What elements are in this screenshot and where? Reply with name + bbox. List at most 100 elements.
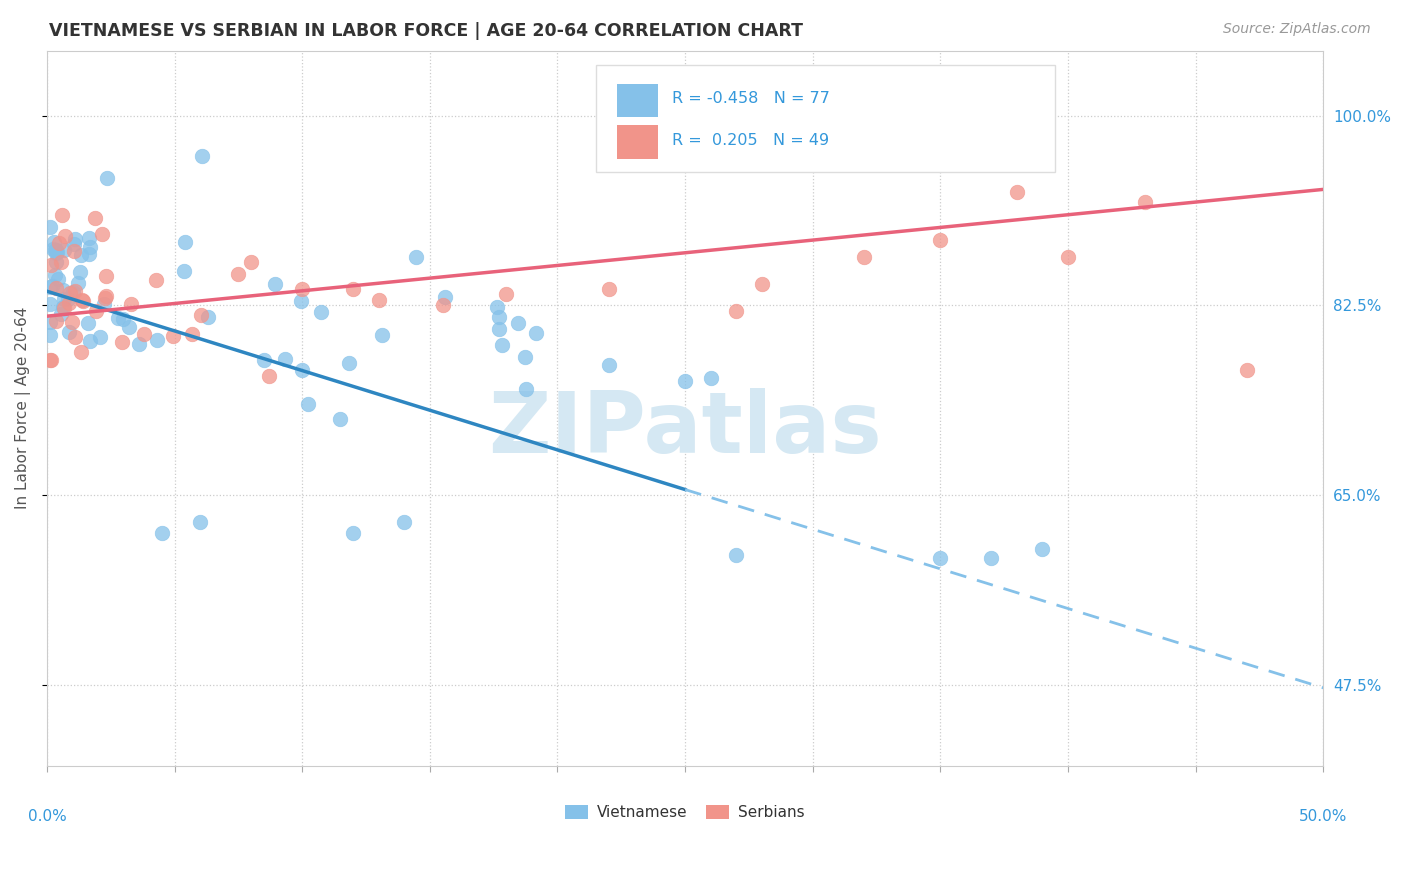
Point [1005, 185, 1028, 199]
Point [673, 374, 696, 388]
Point [58, 325, 80, 339]
Point [699, 371, 721, 385]
Point [45, 314, 67, 328]
Point [180, 326, 202, 341]
Point [70, 293, 93, 308]
Point [291, 363, 314, 377]
Point [513, 350, 536, 364]
Point [94, 289, 117, 303]
Text: VIETNAMESE VS SERBIAN IN LABOR FORCE | AGE 20-64 CORRELATION CHART: VIETNAMESE VS SERBIAN IN LABOR FORCE | A… [49, 22, 803, 40]
Point [1057, 250, 1080, 264]
Point [77, 231, 100, 245]
Point [60, 315, 83, 329]
Point [432, 298, 454, 312]
Legend: Vietnamese, Serbians: Vietnamese, Serbians [560, 799, 811, 826]
Point [44, 268, 66, 283]
Point [42, 235, 65, 249]
Text: Source: ZipAtlas.com: Source: ZipAtlas.com [1223, 22, 1371, 37]
Point [188, 515, 211, 529]
Point [342, 525, 364, 540]
Point [96, 171, 118, 186]
Point [111, 335, 134, 350]
Point [46, 271, 69, 285]
Point [52, 292, 75, 306]
Point [150, 525, 173, 540]
Point [434, 289, 457, 303]
Point [725, 303, 748, 318]
Point [751, 277, 773, 291]
Point [290, 294, 312, 309]
Point [79, 240, 101, 254]
Point [77, 316, 100, 330]
Point [929, 550, 952, 565]
Point [725, 548, 748, 562]
Point [52, 301, 75, 315]
Point [46, 245, 69, 260]
Point [70, 344, 93, 359]
Point [44, 244, 66, 258]
Point [93, 297, 115, 311]
Point [118, 319, 141, 334]
Point [41, 279, 63, 293]
Point [120, 297, 142, 311]
Bar [617, 84, 658, 117]
Point [107, 310, 129, 325]
Text: R =  0.205   N = 49: R = 0.205 N = 49 [672, 133, 830, 147]
Point [1236, 363, 1258, 377]
Point [79, 334, 101, 348]
Point [488, 310, 510, 324]
Text: 0.0%: 0.0% [28, 809, 66, 824]
Point [191, 149, 214, 163]
Point [39, 353, 62, 368]
Point [1031, 542, 1053, 557]
Point [146, 334, 169, 348]
Point [1133, 195, 1156, 210]
Point [52, 243, 75, 257]
Point [291, 282, 314, 296]
Point [371, 327, 394, 342]
Text: ZIPatlas: ZIPatlas [488, 388, 882, 471]
Point [488, 321, 510, 335]
Point [197, 310, 219, 324]
Point [77, 247, 100, 261]
Point [70, 248, 93, 262]
Point [53, 228, 76, 243]
Point [491, 337, 513, 351]
Point [405, 250, 427, 264]
Point [62, 285, 84, 299]
Point [63, 232, 86, 246]
Point [48, 235, 70, 250]
Point [486, 300, 509, 314]
Point [38, 315, 60, 329]
Point [852, 250, 875, 264]
Point [94, 291, 117, 305]
Point [145, 273, 167, 287]
Point [515, 382, 537, 396]
FancyBboxPatch shape [596, 65, 1056, 172]
Point [367, 293, 389, 307]
Point [59, 286, 82, 301]
Point [38, 297, 60, 311]
Point [174, 235, 197, 250]
Point [598, 282, 620, 296]
Point [84, 304, 107, 318]
Point [337, 356, 360, 370]
Point [128, 336, 150, 351]
Point [329, 412, 352, 426]
Point [342, 282, 364, 296]
Point [39, 352, 62, 367]
Point [524, 326, 547, 341]
Point [72, 293, 94, 308]
Point [132, 327, 155, 342]
Point [226, 267, 249, 281]
Point [274, 352, 297, 367]
Point [45, 254, 67, 268]
Point [96, 268, 118, 283]
Point [62, 237, 84, 252]
Point [45, 246, 67, 260]
Point [38, 279, 60, 293]
Point [508, 317, 530, 331]
Point [495, 286, 517, 301]
Point [45, 243, 67, 257]
Point [58, 295, 80, 310]
